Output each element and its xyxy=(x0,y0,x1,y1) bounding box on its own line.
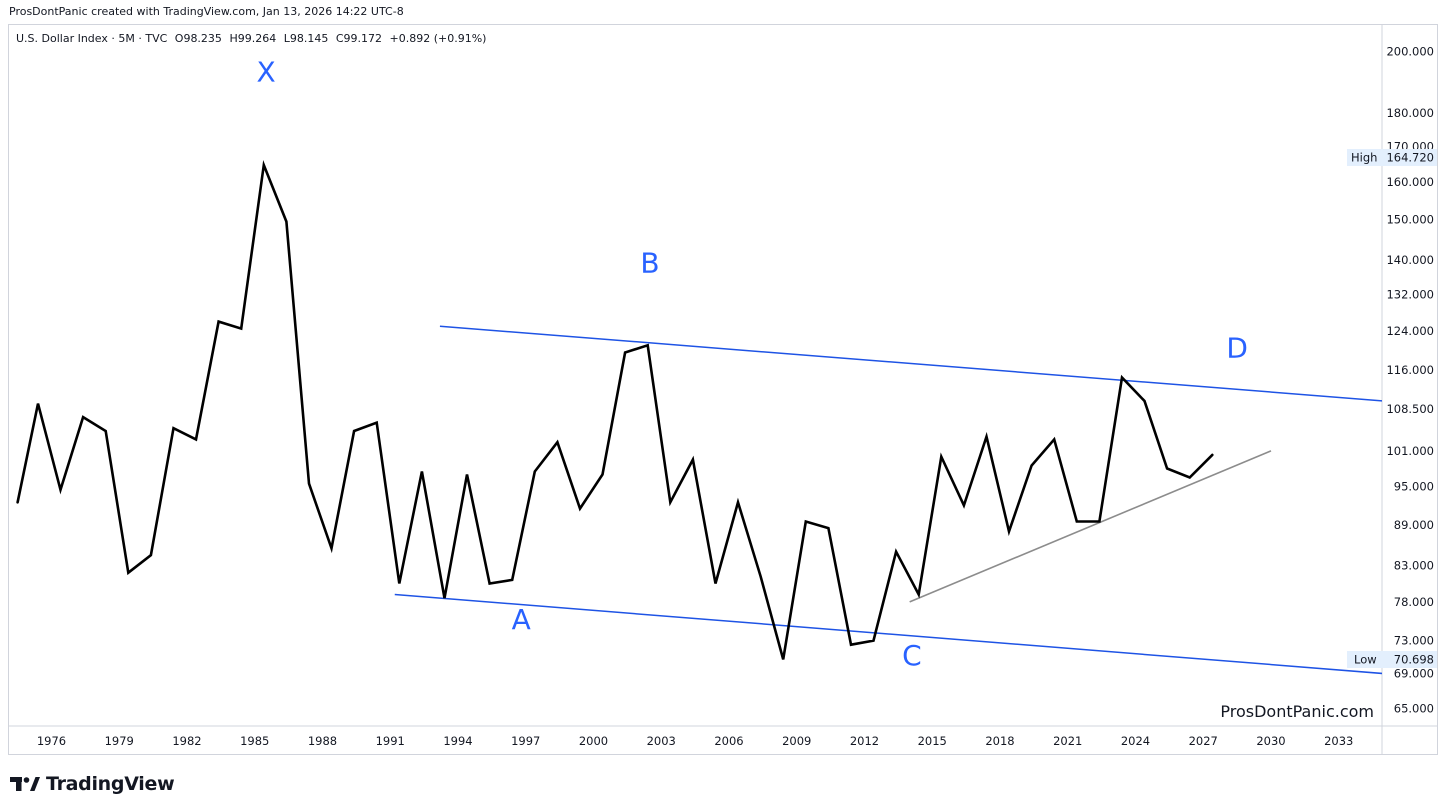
y-tick-label: 95.000 xyxy=(1394,480,1434,494)
x-tick-label: 2033 xyxy=(1324,734,1353,748)
trendline-support[interactable] xyxy=(909,450,1272,603)
y-tick-label: 78.000 xyxy=(1394,595,1434,609)
x-tick-label: 2012 xyxy=(850,734,879,748)
legend-close: C99.172 xyxy=(335,32,382,45)
wave-labels: X B D A C xyxy=(256,55,1247,672)
legend-open: O98.235 xyxy=(174,32,222,45)
legend-change: +0.892 (+0.91%) xyxy=(389,32,487,45)
low-price-badge: Low 70.698 xyxy=(1347,651,1437,668)
x-tick-label: 1994 xyxy=(443,734,472,748)
x-tick-label: 1979 xyxy=(105,734,134,748)
tradingview-wordmark: TradingView xyxy=(46,773,175,795)
low-badge-value: 70.698 xyxy=(1394,653,1434,667)
y-tick-label: 69.000 xyxy=(1394,667,1434,681)
y-tick-label: 73.000 xyxy=(1394,634,1434,648)
tradingview-logo-icon xyxy=(10,777,40,791)
x-tick-label: 2024 xyxy=(1121,734,1150,748)
wave-label-b: B xyxy=(640,247,659,280)
x-tick-label: 2027 xyxy=(1189,734,1218,748)
wave-label-d: D xyxy=(1226,331,1248,364)
y-tick-label: 140.000 xyxy=(1386,253,1434,267)
y-tick-label: 83.000 xyxy=(1394,559,1434,573)
y-tick-label: 101.000 xyxy=(1386,444,1434,458)
x-tick-label: 1985 xyxy=(240,734,269,748)
x-tick-label: 2015 xyxy=(918,734,947,748)
x-tick-label: 1997 xyxy=(511,734,540,748)
price-axis[interactable]: 200.000180.000170.000160.000150.000140.0… xyxy=(1386,45,1434,716)
trendline-channel-upper[interactable] xyxy=(439,325,1384,402)
legend-low: L98.145 xyxy=(283,32,329,45)
high-price-badge: High 164.720 xyxy=(1347,149,1437,166)
x-tick-label: 1982 xyxy=(172,734,201,748)
price-line[interactable] xyxy=(16,159,1214,660)
x-tick-label: 1988 xyxy=(308,734,337,748)
trendline-channel-lower[interactable] xyxy=(394,593,1384,675)
y-tick-label: 180.000 xyxy=(1386,106,1434,120)
x-tick-label: 2018 xyxy=(985,734,1014,748)
x-tick-label: 2021 xyxy=(1053,734,1082,748)
y-tick-label: 116.000 xyxy=(1386,363,1434,377)
y-tick-label: 150.000 xyxy=(1386,213,1434,227)
x-tick-label: 1991 xyxy=(376,734,405,748)
x-tick-label: 2000 xyxy=(579,734,608,748)
y-tick-label: 160.000 xyxy=(1386,175,1434,189)
y-tick-label: 200.000 xyxy=(1386,45,1434,59)
chart-credit: ProsDontPanic created with TradingView.c… xyxy=(9,5,404,18)
legend-high: H99.264 xyxy=(229,32,277,45)
time-axis[interactable]: 1976 1979 1982 1985 1988 1991 1994 1997 2000 2003… xyxy=(37,734,1354,748)
trendline-layer xyxy=(394,325,1384,675)
wave-label-c: C xyxy=(902,639,922,672)
x-tick-label: 2003 xyxy=(647,734,676,748)
y-tick-label: 89.000 xyxy=(1394,518,1434,532)
x-tick-label: 1976 xyxy=(37,734,66,748)
y-tick-label: 108.500 xyxy=(1386,402,1434,416)
symbol-legend: U.S. Dollar Index · 5M · TVC O98.235 H99… xyxy=(16,32,490,45)
high-badge-value: 164.720 xyxy=(1386,151,1434,165)
x-tick-label: 2030 xyxy=(1256,734,1285,748)
tradingview-brand[interactable]: TradingView xyxy=(10,773,175,795)
x-tick-label: 2009 xyxy=(782,734,811,748)
y-tick-label: 65.000 xyxy=(1394,702,1434,716)
chart-frame xyxy=(8,24,1438,755)
y-tick-label: 132.000 xyxy=(1386,287,1434,301)
x-tick-label: 2006 xyxy=(714,734,743,748)
wave-label-a: A xyxy=(512,603,531,636)
watermark: ProsDontPanic.com xyxy=(1220,702,1374,721)
y-tick-label: 124.000 xyxy=(1386,324,1434,338)
high-badge-label: High xyxy=(1351,151,1377,165)
low-badge-label: Low xyxy=(1354,653,1377,667)
wave-label-x: X xyxy=(256,55,275,88)
legend-symbol[interactable]: U.S. Dollar Index · 5M · TVC xyxy=(16,32,168,45)
